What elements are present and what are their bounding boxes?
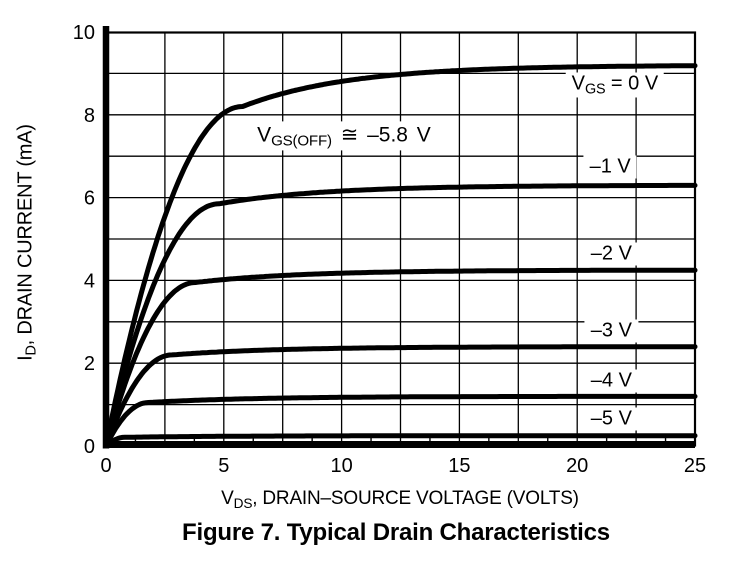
y-tick-label: 6 — [84, 188, 95, 210]
y-tick-label: 8 — [84, 105, 95, 127]
x-tick-label: 20 — [566, 455, 588, 477]
x-tick-label: 25 — [684, 455, 706, 477]
y-tick-label: 0 — [84, 436, 95, 458]
y-tick-label: 10 — [73, 22, 95, 44]
curve-vgs--3 — [103, 344, 698, 449]
curve-vgs-0 — [103, 63, 698, 449]
y-tick-label: 4 — [84, 270, 95, 292]
x-tick-label: 0 — [100, 455, 111, 477]
curve-vgs--4 — [103, 393, 698, 449]
curve-vgs--2 — [103, 267, 698, 449]
curve-vgs--5 — [103, 433, 698, 449]
tick-labels: 0 5 10 15 20 25 0 2 4 6 8 10 — [73, 22, 706, 477]
curve-vgs--1 — [103, 182, 698, 449]
x-tick-label: 5 — [218, 455, 229, 477]
y-tick-label: 2 — [84, 353, 95, 375]
x-tick-label: 15 — [448, 455, 470, 477]
grid — [106, 32, 695, 446]
curves — [103, 63, 698, 449]
x-tick-label: 10 — [330, 455, 352, 477]
